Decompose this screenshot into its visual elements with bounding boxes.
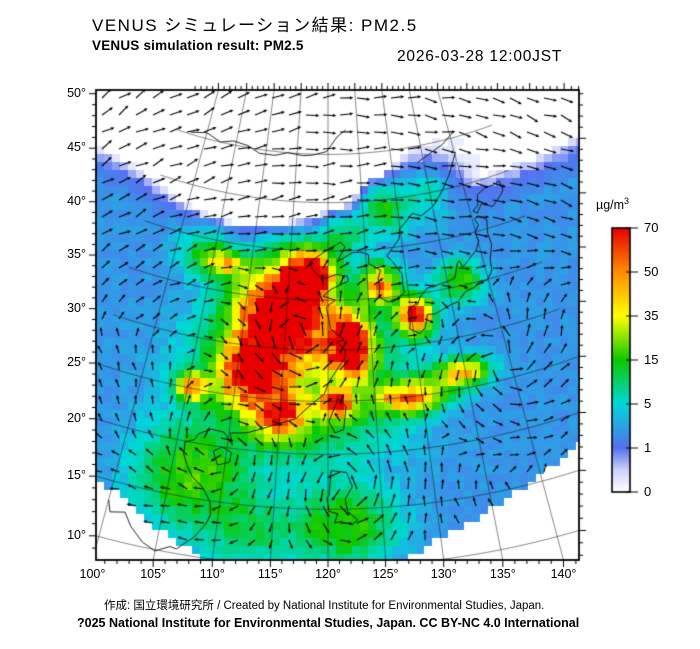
colorbar-unit-label: µg/m3	[596, 196, 630, 213]
lon-tick-label: 105°	[140, 567, 167, 581]
lon-tick-label: 120°	[315, 567, 341, 581]
lon-tick-label: 135°	[489, 567, 516, 581]
lat-tick-label: 15°	[67, 468, 86, 483]
footer-credit-line: 作成: 国立環境研究所 / Created by National Instit…	[104, 600, 545, 612]
colorbar-tick-label: 0	[644, 484, 652, 499]
colorbar-tick-label: 50	[644, 264, 659, 279]
colorbar-tick-label: 5	[644, 396, 652, 411]
lon-tick-label: 115°	[257, 567, 283, 581]
lon-tick-label: 130°	[430, 567, 457, 581]
colorbar-tick-label: 70	[644, 220, 659, 235]
lat-tick-label: 30°	[67, 300, 86, 315]
lat-tick-label: 40°	[67, 193, 86, 208]
footer-copyright-line: ?025 National Institute for Environmenta…	[77, 616, 580, 630]
lat-tick-label: 25°	[67, 355, 86, 370]
lat-tick-label: 10°	[67, 527, 86, 542]
lat-tick-label: 20°	[67, 410, 86, 425]
lat-tick-label: 50°	[67, 85, 86, 100]
lon-tick-label: 110°	[199, 567, 225, 581]
colorbar-tick-label: 1	[644, 440, 652, 455]
lat-tick-label: 35°	[67, 247, 86, 262]
colorbar-tick-label: 15	[644, 352, 659, 367]
lon-tick-label: 140°	[550, 567, 577, 581]
lat-tick-label: 45°	[67, 140, 86, 155]
lon-tick-label: 125°	[372, 567, 399, 581]
colorbar-tick-label: 35	[644, 308, 659, 323]
lon-tick-label: 100°	[79, 567, 106, 581]
